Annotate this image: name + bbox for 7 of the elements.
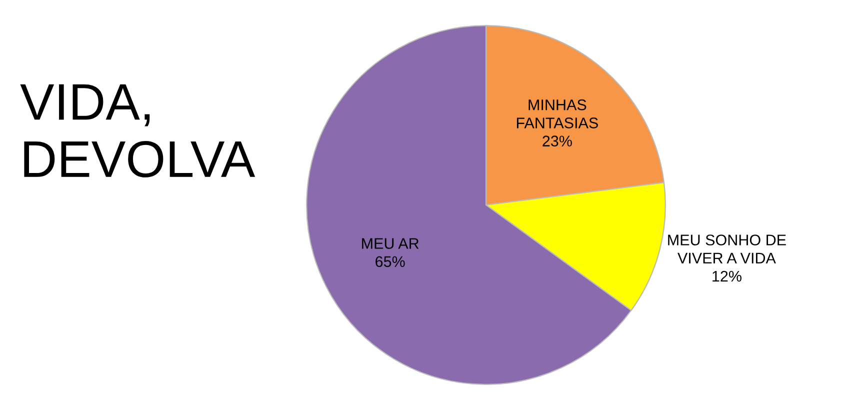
data-label: 23% <box>542 136 572 146</box>
slice-label: MINHAS FANTASIAS <box>516 99 598 128</box>
data-label: 65% <box>376 256 405 268</box>
data-label: 12% <box>712 270 742 282</box>
slice-label: MEU SONHO DE VIVER A VIDA <box>668 234 786 264</box>
text: VIDA, DEVOLVA <box>20 84 256 178</box>
slice-label: MEU AR <box>362 238 419 249</box>
